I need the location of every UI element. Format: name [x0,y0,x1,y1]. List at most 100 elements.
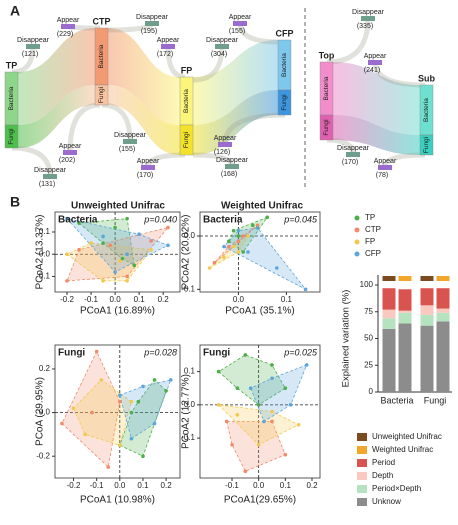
point [270,363,274,367]
point [256,403,261,407]
point [90,410,94,415]
point [120,256,125,261]
x-tick-label: 0.0 [114,481,126,490]
point [216,403,221,407]
node-part-label: Fungi [281,94,288,110]
node-label: CFP [276,28,294,38]
point [108,243,113,248]
change-count: (195) [141,28,157,35]
node-part-label: Bacteria [98,44,105,68]
point [216,369,221,374]
point [236,250,241,254]
point [118,443,122,448]
legend-label: Unweighted Unifrac [372,432,442,441]
point [288,403,293,407]
point [101,241,105,245]
y-axis-title: PCoA2 (20.02%) [181,214,192,289]
point [275,266,279,270]
bar-segment [382,288,396,310]
change-flow [192,45,225,83]
point [212,260,217,265]
change-kind: Disappear [352,9,385,16]
point [71,406,76,411]
y-tick-label: 0.0 [39,249,51,258]
flow [193,40,278,125]
legend-swatch [357,446,367,454]
y-tick-label: 100 [360,280,374,289]
flow [18,85,95,148]
change-count: (241) [364,67,380,74]
x-tick-label: -0.2 [67,481,81,490]
point [99,378,104,382]
distance-cap [420,276,434,281]
p-value: p=0.025 [283,347,318,357]
point [77,221,81,225]
node-part [319,114,334,141]
change-box [215,44,229,49]
point [136,399,141,404]
x-tick-label: 0.0 [253,481,265,490]
plot-title: Bacteria [203,215,243,226]
point [149,247,153,252]
point [296,423,301,427]
node-part-label: Bacteria [183,89,190,113]
p-value: p=0.040 [143,214,177,224]
bar-segment [436,288,450,309]
point [207,266,212,270]
x-tick-label: 0.0 [110,295,122,304]
y-tick-label: 0.0 [184,400,196,409]
legend-marker [354,251,360,257]
x-axis-title: PCoA1 (16.89%) [80,306,155,317]
change-box [368,60,382,65]
node-part-label: Bacteria [423,98,430,122]
change-kind: Appear [229,14,252,21]
y-axis-title: PCoA2 (13.37%) [35,214,46,289]
change-kind: Disappear [34,167,67,174]
change-kind: Disappear [114,132,147,139]
y-axis-title: Explained variation (%) [341,290,352,388]
point [65,279,69,283]
y-tick-label: 0.1 [184,367,196,376]
point [231,228,236,233]
change-flow [165,45,186,80]
point [125,252,129,257]
legend-swatch [357,433,367,441]
legend-marker [354,227,360,233]
point [65,252,69,257]
bar-segment [420,288,434,306]
plot-title: Fungi [203,348,230,359]
x-tick-label: 0.1 [137,481,149,490]
point [236,228,241,233]
point [101,234,105,239]
node-label: Sub [418,73,436,83]
change-kind: Appear [59,143,82,150]
point [152,421,157,426]
point [270,376,274,381]
change-count: (304) [211,51,227,58]
point [231,244,236,249]
change-count: (335) [357,23,373,30]
legend-label: Period [372,458,395,467]
x-tick-label: 0.1 [281,295,293,304]
point [235,386,240,391]
point [262,419,266,424]
y-tick-label: 0 [369,387,374,396]
change-box [43,174,57,179]
y-tick-label: 0.1 [39,227,51,236]
point [270,409,274,414]
change-kind: Appear [374,158,397,165]
point [152,378,157,382]
column-header: Weighted Unifrac [221,201,303,212]
point [125,216,129,221]
bar-segment [420,314,434,326]
group-hull [66,226,170,282]
x-tick-label: -0.1 [90,481,104,490]
y-tick-label: 0.0 [184,231,196,240]
legend-label: FP [365,237,375,246]
group-hull [66,242,152,282]
point [141,454,145,458]
point [243,353,248,357]
x-axis-title: PCoA1(29.65%) [224,495,296,506]
point [241,234,245,238]
bar-segment [398,289,412,311]
